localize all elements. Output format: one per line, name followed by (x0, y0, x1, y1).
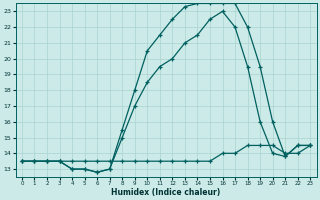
X-axis label: Humidex (Indice chaleur): Humidex (Indice chaleur) (111, 188, 221, 197)
